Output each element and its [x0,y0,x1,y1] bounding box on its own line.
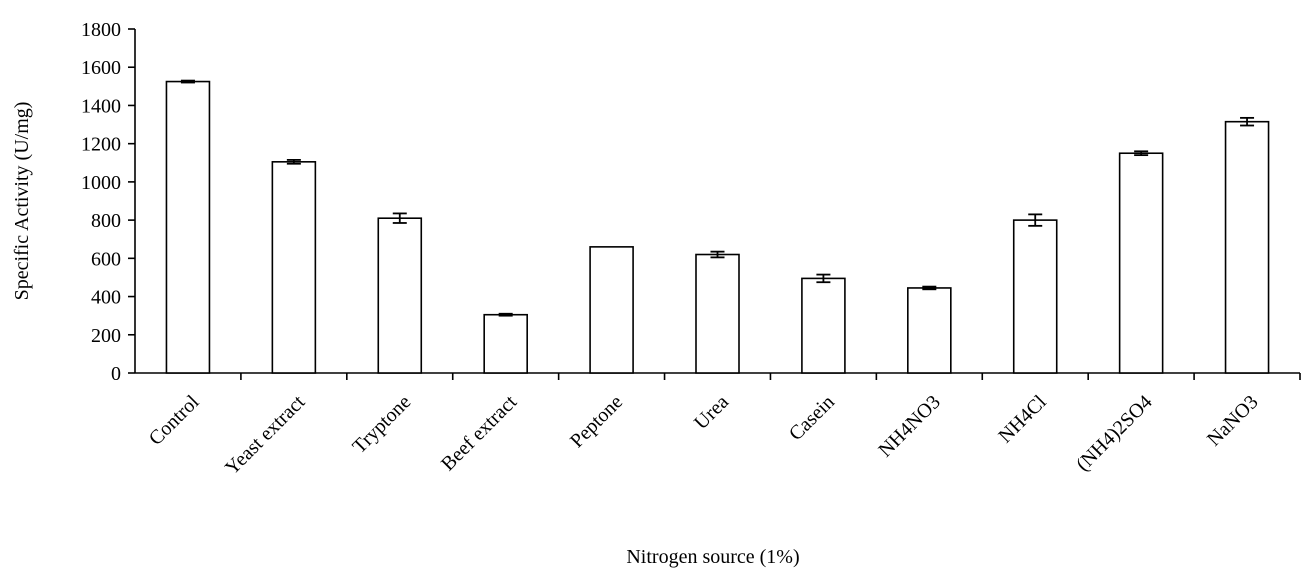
x-tick-label: NH4Cl [994,391,1051,448]
y-axis-title: Specific Activity (U/mg) [11,102,33,301]
x-tick-label: Beef extract [437,391,522,476]
y-tick-label: 1000 [81,172,121,194]
bar [907,287,952,374]
bar [1224,120,1270,374]
bar [271,161,317,374]
x-tick-label: Control [145,391,204,450]
bar [483,313,528,374]
x-tick-label: (NH4)2SO4 [1072,391,1157,476]
x-tick-label: NaNO3 [1203,391,1263,451]
y-tick-label: 1800 [81,19,121,41]
y-ticks: 0 200 400 600 800 1000 1200 1400 1600 1800 [81,19,135,385]
y-tick-label: 200 [91,325,121,347]
y-tick-label: 1200 [81,134,121,156]
x-axis-title: Nitrogen source (1%) [626,546,799,568]
y-tick-label: 400 [91,287,121,309]
y-tick-label: 800 [91,210,121,232]
x-tick-label: Urea [690,391,733,434]
y-tick-label: 1400 [81,95,121,117]
bar [1012,219,1058,374]
x-tick-label: NH4NO3 [874,391,945,462]
x-tick-label: Peptone [566,391,627,452]
x-tick-label: Tryptone [348,391,415,458]
plot-area: 0 200 400 600 800 1000 1200 1400 1600 1800 Contro… [81,19,1301,480]
bar [589,246,634,374]
y-tick-label: 600 [91,248,121,270]
bars [165,79,1270,374]
bar [801,277,846,374]
y-tick-label: 0 [111,363,121,385]
bar [377,217,423,374]
x-tick-label: Casein [785,391,839,445]
x-tick-label: Yeast extract [221,391,310,480]
bar [1118,152,1164,374]
bar [695,253,740,374]
bar [165,80,211,374]
x-ticks: Control Yeast extract Tryptone Beef extract… [145,373,1301,480]
y-tick-label: 1600 [81,57,121,79]
